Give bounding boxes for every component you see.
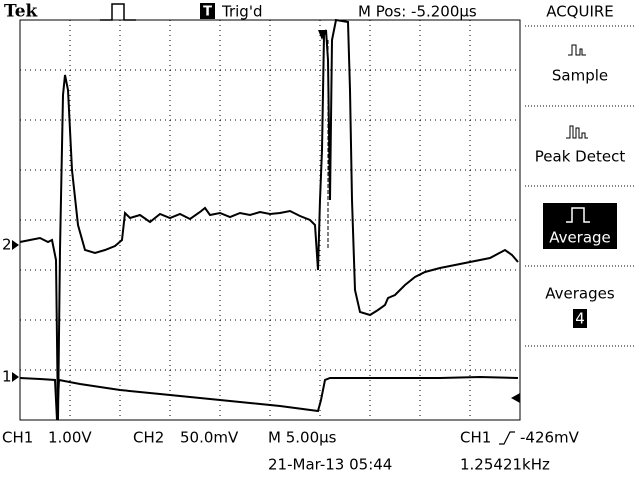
- ch1-arrow: [12, 372, 19, 382]
- menu-item[interactable]: Peak Detect: [535, 148, 626, 166]
- menu-item[interactable]: Sample: [552, 67, 608, 85]
- trigger-level-arrow: [511, 393, 520, 403]
- side-menu: Sample Peak Detect Average Averages 4: [525, 25, 636, 347]
- peak-icon: [566, 125, 588, 139]
- ch1-label: CH1: [2, 429, 33, 447]
- ch2-arrow: [12, 240, 19, 250]
- trigger-level: -426mV: [520, 429, 580, 447]
- menu-title: ACQUIRE: [546, 3, 614, 21]
- slope-icon: [499, 431, 515, 445]
- graticule: [19, 19, 521, 421]
- ch2-trace: [19, 18, 519, 421]
- ch2-marker: 2: [2, 236, 12, 254]
- datetime: 21-Mar-13 05:44: [268, 456, 392, 474]
- ch2-label: CH2: [133, 429, 164, 447]
- sample-icon: [568, 44, 586, 56]
- ch1-marker: 1: [2, 368, 12, 386]
- ch2-scale: 50.0mV: [180, 429, 239, 447]
- averages-box: [573, 309, 587, 328]
- timebase: M 5.00µs: [268, 429, 337, 447]
- selected-item-bg: [543, 203, 617, 249]
- brand: Tek: [4, 2, 39, 22]
- trig-box: [200, 3, 215, 19]
- menu-item[interactable]: Average: [549, 229, 611, 247]
- ch1-trace: [19, 375, 519, 421]
- frequency: 1.25421kHz: [460, 456, 550, 474]
- trigger-marker: [318, 30, 326, 40]
- position: M Pos: -5.200µs: [358, 3, 477, 21]
- trigger-source: CH1: [460, 429, 491, 447]
- ch1-scale: 1.00V: [48, 429, 92, 447]
- trig-icon: T: [203, 5, 212, 20]
- average-icon: [566, 207, 590, 223]
- averages-label[interactable]: Averages: [545, 285, 615, 303]
- averages-value: 4: [575, 310, 585, 328]
- trigger-state: Trig'd: [221, 3, 262, 21]
